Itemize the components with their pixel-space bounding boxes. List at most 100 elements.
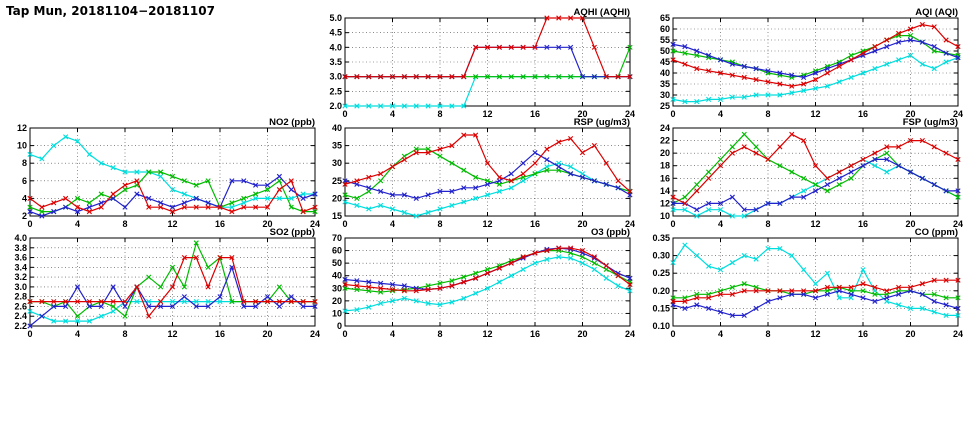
- svg-text:4.5: 4.5: [329, 28, 342, 38]
- svg-text:60: 60: [660, 24, 670, 34]
- chart-so2: 2.2 2.4 2.6 2.8 3.0 3.2 3.4 3.6 3.8 4.0 0 4 8 12 16 20 2…: [0, 226, 320, 342]
- svg-text:8: 8: [437, 329, 442, 339]
- chart-fsp: 10 12 14 16 18 20 22 24 0 4 8 12 16 20 24 FSP (ug/m3): [643, 116, 963, 232]
- svg-text:2.5: 2.5: [329, 86, 342, 96]
- o3-title: O3 (ppb): [591, 227, 630, 238]
- svg-text:0: 0: [670, 219, 675, 229]
- svg-text:2: 2: [22, 211, 27, 221]
- svg-text:14: 14: [660, 186, 670, 196]
- rsp-title: RSP (ug/m3): [574, 117, 630, 128]
- svg-text:18: 18: [660, 161, 670, 171]
- svg-text:2.0: 2.0: [329, 101, 342, 111]
- svg-text:8: 8: [22, 158, 27, 168]
- svg-text:0.30: 0.30: [652, 251, 670, 261]
- chart-co: 0.10 0.15 0.20 0.25 0.30 0.35 0 4 8 12 16 20 24 CO (p…: [643, 226, 963, 342]
- svg-text:4: 4: [75, 219, 80, 229]
- svg-text:25: 25: [660, 101, 670, 111]
- svg-text:16: 16: [215, 219, 225, 229]
- chart-aqhi: 2.0 2.5 3.0 3.5 4.0 4.5 5.0 0 4 8 12 16 20 24 AQHI (AQ…: [315, 6, 635, 122]
- svg-text:16: 16: [530, 329, 540, 339]
- svg-text:22: 22: [660, 136, 670, 146]
- svg-text:0: 0: [27, 329, 32, 339]
- svg-text:2.4: 2.4: [14, 311, 27, 321]
- svg-text:24: 24: [625, 109, 635, 119]
- svg-text:0: 0: [27, 219, 32, 229]
- svg-text:10: 10: [660, 211, 670, 221]
- svg-text:24: 24: [953, 109, 963, 119]
- no2-series-cyan: [29, 136, 315, 208]
- svg-text:30: 30: [332, 283, 342, 293]
- svg-text:0: 0: [670, 109, 675, 119]
- svg-text:0.25: 0.25: [652, 268, 670, 278]
- svg-text:20: 20: [332, 296, 342, 306]
- svg-text:3.2: 3.2: [14, 272, 27, 282]
- svg-text:8: 8: [122, 329, 127, 339]
- svg-text:12: 12: [810, 109, 820, 119]
- svg-text:4.0: 4.0: [329, 42, 342, 52]
- svg-text:3.6: 3.6: [14, 253, 27, 263]
- rsp-plot-svg: 15 20 25 30 35 40 0 4 8 12 16 20 24 RSP (ug/m3): [332, 117, 635, 229]
- svg-text:3.0: 3.0: [329, 72, 342, 82]
- no2-series-blue: [29, 175, 316, 217]
- svg-text:0: 0: [670, 329, 675, 339]
- svg-text:40: 40: [332, 123, 342, 133]
- svg-text:24: 24: [310, 329, 320, 339]
- fsp-plot-svg: 10 12 14 16 18 20 22 24 0 4 8 12 16 20 24 FSP (ug/m3): [660, 117, 963, 229]
- svg-text:2.6: 2.6: [14, 301, 27, 311]
- chart-o3: 0 10 20 30 40 50 60 70 0 4 8 12 16 20 24 O3 (ppb): [315, 226, 635, 342]
- svg-text:0: 0: [342, 329, 347, 339]
- svg-text:12: 12: [167, 329, 177, 339]
- svg-text:4: 4: [390, 329, 395, 339]
- svg-text:2.2: 2.2: [14, 321, 27, 331]
- svg-text:0: 0: [342, 219, 347, 229]
- svg-text:3.8: 3.8: [14, 243, 27, 253]
- svg-text:4: 4: [718, 329, 723, 339]
- chart-aqi: 25 30 35 40 45 50 55 60 65 0 4 8 12 16 20 24 AQI (AQI): [643, 6, 963, 122]
- svg-text:24: 24: [953, 219, 963, 229]
- svg-text:40: 40: [332, 271, 342, 281]
- fsp-series-green: [672, 133, 959, 204]
- svg-text:30: 30: [660, 90, 670, 100]
- svg-text:4: 4: [22, 193, 27, 203]
- svg-text:55: 55: [660, 35, 670, 45]
- svg-text:16: 16: [660, 173, 670, 183]
- svg-text:15: 15: [332, 211, 342, 221]
- svg-text:0: 0: [342, 109, 347, 119]
- svg-text:3.0: 3.0: [14, 282, 27, 292]
- svg-text:35: 35: [660, 79, 670, 89]
- no2-title: NO2 (ppb): [269, 117, 315, 128]
- svg-text:24: 24: [625, 219, 635, 229]
- co-title: CO (ppm): [915, 227, 958, 238]
- chart-rsp: 15 20 25 30 35 40 0 4 8 12 16 20 24 RSP (ug/m3): [315, 116, 635, 232]
- svg-text:20: 20: [905, 329, 915, 339]
- chart-no2: 2 4 6 8 10 12 0 4 8 12 16 20 24 NO2 (ppb): [0, 116, 320, 232]
- svg-text:12: 12: [482, 219, 492, 229]
- svg-text:16: 16: [215, 329, 225, 339]
- svg-text:25: 25: [332, 176, 342, 186]
- svg-text:20: 20: [262, 329, 272, 339]
- svg-text:4.0: 4.0: [14, 233, 27, 243]
- svg-text:0.10: 0.10: [652, 321, 670, 331]
- svg-text:45: 45: [660, 57, 670, 67]
- svg-text:20: 20: [905, 109, 915, 119]
- svg-text:20: 20: [332, 193, 342, 203]
- svg-text:12: 12: [482, 109, 492, 119]
- fsp-series-red: [672, 133, 959, 205]
- svg-text:12: 12: [167, 219, 177, 229]
- svg-text:3.4: 3.4: [14, 262, 27, 272]
- page-title: Tap Mun, 20181104−20181107: [6, 4, 215, 18]
- svg-text:8: 8: [437, 109, 442, 119]
- svg-text:20: 20: [577, 109, 587, 119]
- svg-text:50: 50: [660, 46, 670, 56]
- svg-text:8: 8: [437, 219, 442, 229]
- svg-text:2.8: 2.8: [14, 292, 27, 302]
- co-plot-svg: 0.10 0.15 0.20 0.25 0.30 0.35 0 4 8 12 16 20 24 CO (p…: [652, 227, 963, 339]
- svg-text:0.35: 0.35: [652, 233, 670, 243]
- svg-text:4: 4: [390, 219, 395, 229]
- svg-text:16: 16: [858, 219, 868, 229]
- svg-text:4: 4: [75, 329, 80, 339]
- svg-text:0.15: 0.15: [652, 303, 670, 313]
- svg-text:10: 10: [17, 141, 27, 151]
